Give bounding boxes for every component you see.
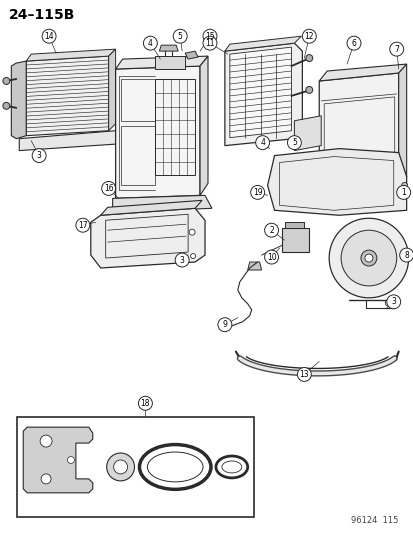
Circle shape xyxy=(385,300,391,306)
Circle shape xyxy=(3,102,10,109)
Circle shape xyxy=(67,456,74,464)
Polygon shape xyxy=(100,200,202,215)
Circle shape xyxy=(107,453,134,481)
Polygon shape xyxy=(318,73,398,192)
Circle shape xyxy=(102,181,115,196)
Circle shape xyxy=(389,42,403,56)
Circle shape xyxy=(76,218,90,232)
Circle shape xyxy=(3,77,10,84)
Circle shape xyxy=(255,136,269,150)
Text: 24–115B: 24–115B xyxy=(9,9,76,22)
Circle shape xyxy=(297,367,311,382)
Circle shape xyxy=(399,248,413,262)
Polygon shape xyxy=(267,149,406,215)
Polygon shape xyxy=(199,56,207,196)
Text: 7: 7 xyxy=(393,45,398,54)
Text: 6: 6 xyxy=(351,39,356,47)
Text: 5: 5 xyxy=(291,138,296,147)
Text: 1: 1 xyxy=(400,188,405,197)
Polygon shape xyxy=(247,262,261,270)
Polygon shape xyxy=(112,196,211,212)
Polygon shape xyxy=(108,49,115,131)
Circle shape xyxy=(40,435,52,447)
Circle shape xyxy=(396,185,410,199)
Circle shape xyxy=(190,254,195,259)
Text: 8: 8 xyxy=(404,251,408,260)
Circle shape xyxy=(386,295,400,309)
Polygon shape xyxy=(115,56,207,69)
Polygon shape xyxy=(19,131,122,151)
Text: 10: 10 xyxy=(266,253,276,262)
Circle shape xyxy=(143,36,157,50)
Text: 14: 14 xyxy=(44,31,54,41)
Text: 4: 4 xyxy=(147,39,152,47)
Circle shape xyxy=(287,136,301,150)
Circle shape xyxy=(138,397,152,410)
Circle shape xyxy=(305,86,312,93)
Circle shape xyxy=(42,29,56,43)
Polygon shape xyxy=(26,56,108,136)
Text: 4: 4 xyxy=(259,138,264,147)
Text: 19: 19 xyxy=(252,188,262,197)
Text: 2: 2 xyxy=(268,225,273,235)
Circle shape xyxy=(264,250,278,264)
Text: 3: 3 xyxy=(37,151,41,160)
Circle shape xyxy=(113,460,127,474)
Circle shape xyxy=(175,253,189,267)
Polygon shape xyxy=(229,47,291,138)
Text: 9: 9 xyxy=(222,320,227,329)
Text: 16: 16 xyxy=(104,184,113,193)
Polygon shape xyxy=(115,66,199,198)
Circle shape xyxy=(202,36,216,50)
Polygon shape xyxy=(282,228,309,252)
Circle shape xyxy=(202,29,216,43)
Circle shape xyxy=(360,250,376,266)
Text: 13: 13 xyxy=(299,370,309,379)
Circle shape xyxy=(173,29,187,43)
Polygon shape xyxy=(294,116,320,151)
Polygon shape xyxy=(155,56,185,69)
Text: 96124  115: 96124 115 xyxy=(351,515,398,524)
Circle shape xyxy=(401,182,407,188)
Polygon shape xyxy=(185,51,197,59)
Polygon shape xyxy=(224,36,301,51)
Polygon shape xyxy=(285,222,304,228)
Polygon shape xyxy=(90,208,204,268)
Circle shape xyxy=(346,36,360,50)
Circle shape xyxy=(217,318,231,332)
Circle shape xyxy=(301,29,316,43)
Text: 17: 17 xyxy=(78,221,88,230)
Text: 18: 18 xyxy=(140,399,150,408)
Circle shape xyxy=(189,229,195,235)
Text: 15: 15 xyxy=(205,31,214,41)
Polygon shape xyxy=(23,427,93,493)
Bar xyxy=(17,417,253,516)
Polygon shape xyxy=(398,64,406,185)
Polygon shape xyxy=(26,49,115,61)
Circle shape xyxy=(32,149,46,163)
Circle shape xyxy=(41,474,51,484)
Polygon shape xyxy=(159,45,178,51)
Text: 5: 5 xyxy=(177,31,182,41)
Polygon shape xyxy=(11,61,26,139)
Circle shape xyxy=(250,185,264,199)
Polygon shape xyxy=(224,43,301,146)
Circle shape xyxy=(340,230,396,286)
Text: 12: 12 xyxy=(304,31,313,41)
Circle shape xyxy=(305,54,312,62)
Text: 3: 3 xyxy=(179,255,184,264)
Text: 11: 11 xyxy=(205,39,214,47)
Text: 3: 3 xyxy=(390,297,395,306)
Circle shape xyxy=(328,218,408,298)
Circle shape xyxy=(364,254,372,262)
Circle shape xyxy=(264,223,278,237)
Polygon shape xyxy=(318,64,406,81)
